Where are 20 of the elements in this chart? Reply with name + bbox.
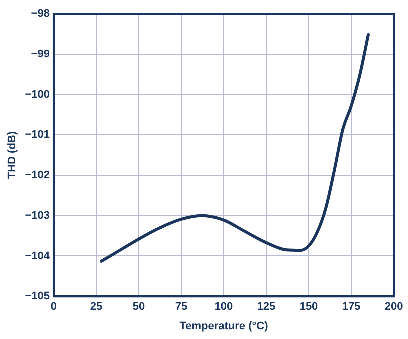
y-tick-label: −101 xyxy=(25,129,50,142)
x-tick-label: 100 xyxy=(214,301,234,314)
y-tick-label: −100 xyxy=(25,88,50,101)
y-tick-label: −99 xyxy=(31,48,50,60)
x-tick-label: 175 xyxy=(342,301,361,314)
y-tick-label: −103 xyxy=(25,210,50,222)
y-tick-label: −98 xyxy=(31,8,50,20)
line-series xyxy=(100,33,370,263)
x-tick-label: 200 xyxy=(384,301,404,314)
x-tick-label: 75 xyxy=(175,301,188,314)
x-tick-label: 125 xyxy=(257,301,276,314)
y-tick-label: −104 xyxy=(25,250,51,262)
x-tick-label: 50 xyxy=(132,301,146,314)
x-tick-label: 25 xyxy=(90,301,103,314)
y-axis-title: THD (dB) xyxy=(6,131,19,180)
y-tick-label: −105 xyxy=(25,290,50,303)
y-tick-label: −102 xyxy=(25,170,50,182)
x-tick-label: 0 xyxy=(50,301,58,314)
x-tick-label: 150 xyxy=(300,301,318,314)
x-axis-title: Temperature (°C) xyxy=(180,320,269,332)
